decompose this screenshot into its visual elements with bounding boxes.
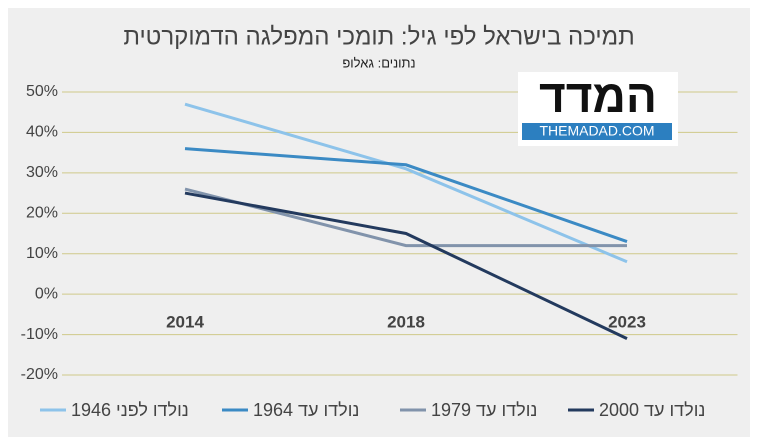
y-tick-label: 0% <box>35 285 58 302</box>
y-tick-label: 50% <box>26 83 58 100</box>
plot-area: -20% -10% 0% 10% 20% 30% 40% 50% 2014 2018 2023 <box>21 83 738 383</box>
x-tick-label: 2023 <box>608 313 646 332</box>
legend-label: נולדו עד 1979 <box>431 400 537 420</box>
series-line <box>184 102 628 264</box>
series-line <box>184 147 628 244</box>
chart-title: תמיכה בישראל לפי גיל: תומכי המפלגה הדמוק… <box>123 23 634 50</box>
x-tick-label: 2014 <box>166 313 204 332</box>
y-tick-label: -10% <box>21 326 58 343</box>
legend-label: נולדו עד 1964 <box>253 400 359 420</box>
legend: נולדו לפני 1946 נולדו עד 1964 נולדו עד 197… <box>40 400 705 420</box>
logo: המדד THEMADAD.COM <box>518 70 678 146</box>
x-tick-label: 2018 <box>387 313 425 332</box>
legend-label: נולדו לפני 1946 <box>71 400 189 420</box>
logo-site: THEMADAD.COM <box>539 123 654 139</box>
series-line <box>184 191 628 340</box>
y-tick-label: 10% <box>26 245 58 262</box>
y-tick-label: 20% <box>26 205 58 222</box>
y-tick-label: -20% <box>21 366 58 383</box>
logo-title: המדד <box>539 70 657 122</box>
legend-label: נולדו עד 2000 <box>599 400 705 420</box>
chart-subtitle: נתונים: גאלופ <box>342 55 415 70</box>
y-tick-label: 40% <box>26 124 58 141</box>
logo-strip <box>522 123 672 140</box>
y-tick-label: 30% <box>26 164 58 181</box>
